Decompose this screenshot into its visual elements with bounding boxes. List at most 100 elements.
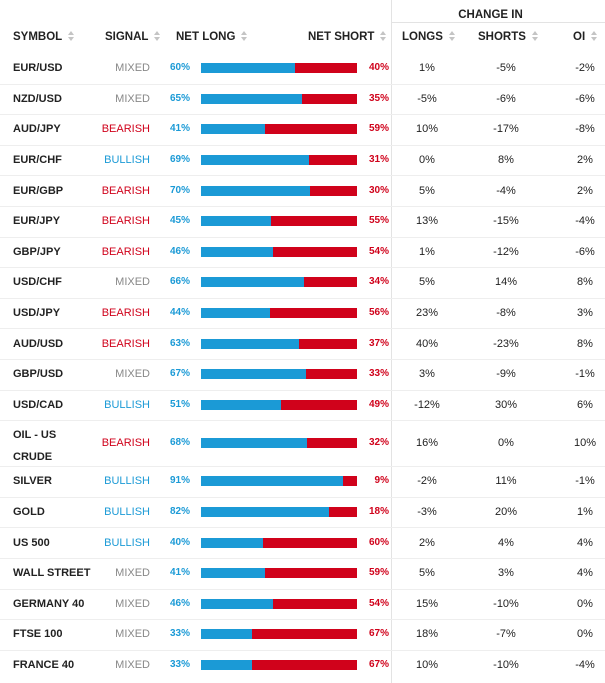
symbol-label: GBP/JPY bbox=[13, 245, 61, 258]
symbol-link[interactable]: EUR/USD bbox=[13, 60, 63, 76]
row-divider bbox=[0, 328, 605, 330]
symbol-link[interactable]: USD/CAD bbox=[13, 397, 63, 413]
net-short-percent: 59% bbox=[368, 567, 389, 579]
sort-icon[interactable] bbox=[240, 30, 248, 42]
table-row[interactable]: EUR/JPY BEARISH 45% 55% 13% -15% -4% bbox=[0, 206, 605, 237]
symbol-link[interactable]: FRANCE 40 bbox=[13, 657, 74, 673]
table-row[interactable]: US 500 BULLISH 40% 60% 2% 4% 4% bbox=[0, 527, 605, 558]
table-row[interactable]: EUR/CHF BULLISH 69% 31% 0% 8% 2% bbox=[0, 145, 605, 176]
table-row[interactable]: USD/CHF MIXED 66% 34% 5% 14% 8% bbox=[0, 267, 605, 298]
symbol-link[interactable]: GOLD bbox=[13, 504, 45, 520]
table-row[interactable]: GBP/JPY BEARISH 46% 54% 1% -12% -6% bbox=[0, 237, 605, 268]
symbol-link[interactable]: SILVER bbox=[13, 473, 52, 489]
table-row[interactable]: EUR/USD MIXED 60% 40% 1% -5% -2% bbox=[0, 53, 605, 84]
net-long-percent: 33% bbox=[170, 659, 191, 671]
shorts-column-header[interactable]: SHORTS bbox=[478, 23, 539, 51]
net-short-percent: 54% bbox=[368, 245, 389, 257]
longs-column-header[interactable]: LONGS bbox=[402, 23, 456, 51]
symbol-link[interactable]: WALL STREET bbox=[13, 565, 90, 581]
sort-icon[interactable] bbox=[153, 30, 161, 42]
symbol-link[interactable]: AUD/USD bbox=[13, 336, 63, 352]
symbol-link[interactable]: GERMANY 40 bbox=[13, 596, 84, 612]
oi-change: 8% bbox=[577, 337, 593, 350]
net-long-percent: 68% bbox=[170, 437, 191, 449]
symbol-link[interactable]: US 500 bbox=[13, 535, 50, 551]
signal-label: BEARISH bbox=[101, 437, 150, 450]
net-short-percent: 54% bbox=[368, 597, 389, 609]
sentiment-bar bbox=[201, 338, 357, 349]
table-row[interactable]: NZD/USD MIXED 65% 35% -5% -6% -6% bbox=[0, 84, 605, 115]
table-row[interactable]: OIL - US CRUDE BEARISH 68% 32% 16% 0% 10% bbox=[0, 420, 605, 466]
symbol-link[interactable]: AUD/JPY bbox=[13, 121, 61, 137]
signal-label: MIXED bbox=[115, 276, 150, 289]
table-row[interactable]: USD/JPY BEARISH 44% 56% 23% -8% 3% bbox=[0, 298, 605, 329]
oi-change: 1% bbox=[577, 506, 593, 519]
net-long-percent: 70% bbox=[170, 184, 191, 196]
longs-change: 1% bbox=[419, 245, 435, 258]
symbol-link[interactable]: USD/JPY bbox=[13, 305, 60, 321]
net-short-column-header[interactable]: NET SHORT bbox=[308, 23, 387, 51]
net-long-percent: 45% bbox=[170, 215, 191, 227]
net-long-bar-fill bbox=[201, 399, 281, 410]
oi-column-header[interactable]: OI bbox=[573, 23, 598, 51]
oi-change: -1% bbox=[575, 368, 595, 381]
row-divider bbox=[0, 619, 605, 621]
table-row[interactable]: GBP/USD MIXED 67% 33% 3% -9% -1% bbox=[0, 359, 605, 390]
longs-change: 15% bbox=[415, 597, 439, 610]
sort-icon[interactable] bbox=[531, 30, 539, 42]
signal-label: MIXED bbox=[115, 567, 150, 580]
symbol-label: EUR/JPY bbox=[13, 215, 61, 228]
sort-icon[interactable] bbox=[448, 30, 456, 42]
table-row[interactable]: FTSE 100 MIXED 33% 67% 18% -7% 0% bbox=[0, 619, 605, 650]
net-short-percent: 60% bbox=[368, 536, 389, 548]
symbol-link[interactable]: FTSE 100 bbox=[13, 626, 63, 642]
net-long-bar-fill bbox=[201, 369, 306, 380]
net-long-column-header[interactable]: NET LONG bbox=[176, 23, 248, 51]
symbol-link[interactable]: GBP/USD bbox=[13, 366, 63, 382]
net-long-bar-fill bbox=[201, 308, 270, 319]
table-row[interactable]: FRANCE 40 MIXED 33% 67% 10% -10% -4% bbox=[0, 650, 605, 681]
symbol-link[interactable]: EUR/GBP bbox=[13, 183, 63, 199]
signal-column-header[interactable]: SIGNAL bbox=[105, 23, 161, 51]
signal-label: MIXED bbox=[115, 368, 150, 381]
shorts-change: -15% bbox=[493, 215, 519, 228]
symbol-link[interactable]: NZD/USD bbox=[13, 91, 62, 107]
oi-change: -2% bbox=[575, 62, 595, 75]
sentiment-bar bbox=[201, 568, 357, 579]
shorts-change: -8% bbox=[496, 307, 516, 320]
net-long-bar-fill bbox=[201, 660, 253, 671]
symbol-column-header[interactable]: SYMBOL bbox=[13, 23, 75, 51]
sort-icon[interactable] bbox=[379, 30, 387, 42]
net-long-percent: 82% bbox=[170, 506, 191, 518]
table-row[interactable]: WALL STREET MIXED 41% 59% 5% 3% 4% bbox=[0, 558, 605, 589]
symbol-link[interactable]: OIL - US CRUDE bbox=[13, 427, 56, 465]
symbol-link[interactable]: EUR/JPY bbox=[13, 213, 60, 229]
symbol-label: FTSE 100 bbox=[13, 628, 63, 641]
net-short-percent: 59% bbox=[368, 123, 389, 135]
table-row[interactable]: GERMANY 40 MIXED 46% 54% 15% -10% 0% bbox=[0, 589, 605, 620]
sort-icon[interactable] bbox=[590, 30, 598, 42]
table-row[interactable]: USD/CAD BULLISH 51% 49% -12% 30% 6% bbox=[0, 390, 605, 421]
symbol-link[interactable]: EUR/CHF bbox=[13, 152, 62, 168]
shorts-change: -12% bbox=[493, 245, 519, 258]
symbol-link[interactable]: USD/CHF bbox=[13, 274, 62, 290]
symbol-label: EUR/CHF bbox=[13, 154, 62, 167]
longs-change: -2% bbox=[417, 475, 437, 488]
table-row[interactable]: AUD/JPY BEARISH 41% 59% 10% -17% -8% bbox=[0, 114, 605, 145]
table-row[interactable]: AUD/USD BEARISH 63% 37% 40% -23% 8% bbox=[0, 328, 605, 359]
sort-icon[interactable] bbox=[67, 30, 75, 42]
net-long-percent: 65% bbox=[170, 92, 191, 104]
longs-change: 10% bbox=[415, 123, 439, 136]
symbol-link[interactable]: GBP/JPY bbox=[13, 244, 61, 260]
shorts-change: 30% bbox=[494, 398, 518, 411]
net-long-bar-fill bbox=[201, 155, 309, 166]
table-row[interactable]: EUR/GBP BEARISH 70% 30% 5% -4% 2% bbox=[0, 175, 605, 206]
shorts-change: 0% bbox=[498, 437, 514, 450]
net-long-bar-fill bbox=[201, 63, 295, 74]
oi-change: 4% bbox=[577, 567, 593, 580]
table-row[interactable]: SILVER BULLISH 91% 9% -2% 11% -1% bbox=[0, 466, 605, 497]
shorts-change: 14% bbox=[494, 276, 518, 289]
table-row[interactable]: GOLD BULLISH 82% 18% -3% 20% 1% bbox=[0, 497, 605, 528]
sentiment-bar bbox=[201, 438, 357, 449]
longs-change: 1% bbox=[419, 62, 435, 75]
